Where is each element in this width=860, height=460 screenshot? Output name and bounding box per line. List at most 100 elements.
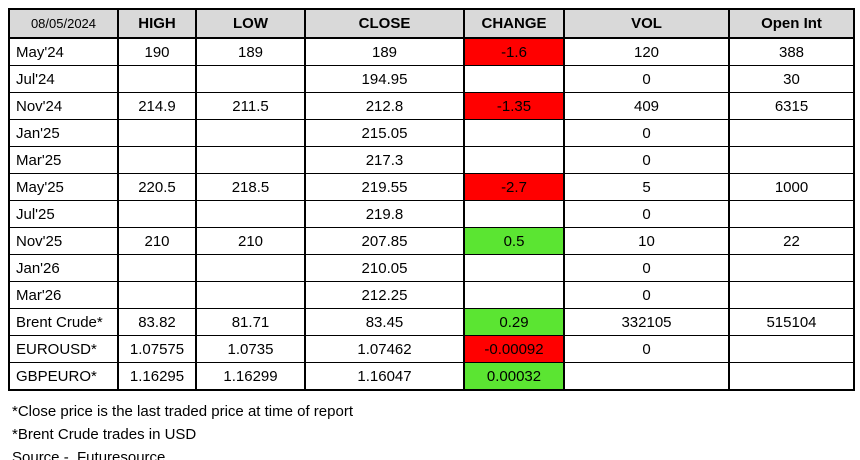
row-label: EUROUSD* <box>8 335 119 363</box>
open-int-cell <box>728 335 855 363</box>
high-cell <box>117 281 197 309</box>
footnote-line: *Brent Crude trades in USD <box>12 426 197 443</box>
high-cell <box>117 254 197 282</box>
vol-cell: 0 <box>563 281 730 309</box>
table-row: EUROUSD* 1.07575 1.0735 1.07462 -0.00092 0 <box>8 335 855 363</box>
table-row: Mar'26 212.25 0 <box>8 281 855 309</box>
close-cell: 194.95 <box>304 65 465 93</box>
vol-cell: 0 <box>563 119 730 147</box>
row-label: Nov'25 <box>8 227 119 255</box>
vol-cell: 0 <box>563 200 730 228</box>
table-row: Jul'24 194.95 0 30 <box>8 65 855 93</box>
high-cell: 1.07575 <box>117 335 197 363</box>
change-cell <box>463 200 565 228</box>
open-int-cell <box>728 119 855 147</box>
vol-cell: 0 <box>563 335 730 363</box>
low-cell <box>195 65 306 93</box>
change-cell: 0.29 <box>463 308 565 336</box>
close-cell: 212.25 <box>304 281 465 309</box>
vol-cell: 409 <box>563 92 730 120</box>
close-cell: 219.8 <box>304 200 465 228</box>
footnotes: *Close price is the last traded price at… <box>8 391 860 460</box>
low-cell: 1.16299 <box>195 362 306 391</box>
row-label: Nov'24 <box>8 92 119 120</box>
change-cell: -0.00092 <box>463 335 565 363</box>
open-int-cell <box>728 254 855 282</box>
table-row: May'25 220.5 218.5 219.55 -2.7 5 1000 <box>8 173 855 201</box>
change-cell: -1.35 <box>463 92 565 120</box>
close-cell: 189 <box>304 37 465 66</box>
low-cell: 210 <box>195 227 306 255</box>
low-cell <box>195 254 306 282</box>
low-cell <box>195 281 306 309</box>
change-cell <box>463 65 565 93</box>
change-cell: -2.7 <box>463 173 565 201</box>
header-row: 08/05/2024 HIGH LOW CLOSE CHANGE VOL Open Int <box>8 8 855 39</box>
open-int-cell: 22 <box>728 227 855 255</box>
open-int-cell <box>728 362 855 391</box>
close-cell: 212.8 <box>304 92 465 120</box>
open-int-cell <box>728 146 855 174</box>
column-header: CLOSE <box>304 8 465 39</box>
high-cell: 1.16295 <box>117 362 197 391</box>
column-header: CHANGE <box>463 8 565 39</box>
close-cell: 1.07462 <box>304 335 465 363</box>
table-row: Nov'24 214.9 211.5 212.8 -1.35 409 6315 <box>8 92 855 120</box>
change-cell <box>463 254 565 282</box>
column-header: VOL <box>563 8 730 39</box>
close-cell: 219.55 <box>304 173 465 201</box>
high-cell <box>117 119 197 147</box>
open-int-cell: 1000 <box>728 173 855 201</box>
high-cell: 220.5 <box>117 173 197 201</box>
vol-cell: 0 <box>563 65 730 93</box>
column-header: HIGH <box>117 8 197 39</box>
vol-cell: 0 <box>563 254 730 282</box>
close-cell: 217.3 <box>304 146 465 174</box>
row-label: May'24 <box>8 37 119 66</box>
table-row: Jul'25 219.8 0 <box>8 200 855 228</box>
vol-cell: 0 <box>563 146 730 174</box>
change-cell <box>463 281 565 309</box>
column-header: LOW <box>195 8 306 39</box>
report-date: 08/05/2024 <box>8 8 119 39</box>
low-cell: 1.0735 <box>195 335 306 363</box>
open-int-cell: 30 <box>728 65 855 93</box>
table-row: Nov'25 210 210 207.85 0.5 10 22 <box>8 227 855 255</box>
vol-cell <box>563 362 730 391</box>
close-cell: 1.16047 <box>304 362 465 391</box>
change-cell: 0.00032 <box>463 362 565 391</box>
open-int-cell <box>728 281 855 309</box>
open-int-cell <box>728 200 855 228</box>
open-int-cell: 388 <box>728 37 855 66</box>
change-cell <box>463 146 565 174</box>
row-label: Jan'25 <box>8 119 119 147</box>
table-row: GBPEURO* 1.16295 1.16299 1.16047 0.00032 <box>8 362 855 391</box>
row-label: Jan'26 <box>8 254 119 282</box>
high-cell <box>117 146 197 174</box>
low-cell: 211.5 <box>195 92 306 120</box>
low-cell <box>195 200 306 228</box>
table-row: Jan'25 215.05 0 <box>8 119 855 147</box>
vol-cell: 5 <box>563 173 730 201</box>
row-label: GBPEURO* <box>8 362 119 391</box>
row-label: Jul'24 <box>8 65 119 93</box>
row-label: May'25 <box>8 173 119 201</box>
change-cell: 0.5 <box>463 227 565 255</box>
close-cell: 210.05 <box>304 254 465 282</box>
column-header: Open Int <box>728 8 855 39</box>
change-cell: -1.6 <box>463 37 565 66</box>
low-cell: 189 <box>195 37 306 66</box>
footnote-line: *Close price is the last traded price at… <box>12 403 353 420</box>
high-cell <box>117 200 197 228</box>
open-int-cell: 515104 <box>728 308 855 336</box>
low-cell: 218.5 <box>195 173 306 201</box>
close-cell: 83.45 <box>304 308 465 336</box>
vol-cell: 332105 <box>563 308 730 336</box>
low-cell <box>195 119 306 147</box>
high-cell: 210 <box>117 227 197 255</box>
futures-price-table: 08/05/2024 HIGH LOW CLOSE CHANGE VOL Open Int… <box>8 8 855 391</box>
row-label: Brent Crude* <box>8 308 119 336</box>
open-int-cell: 6315 <box>728 92 855 120</box>
high-cell: 83.82 <box>117 308 197 336</box>
low-cell: 81.71 <box>195 308 306 336</box>
